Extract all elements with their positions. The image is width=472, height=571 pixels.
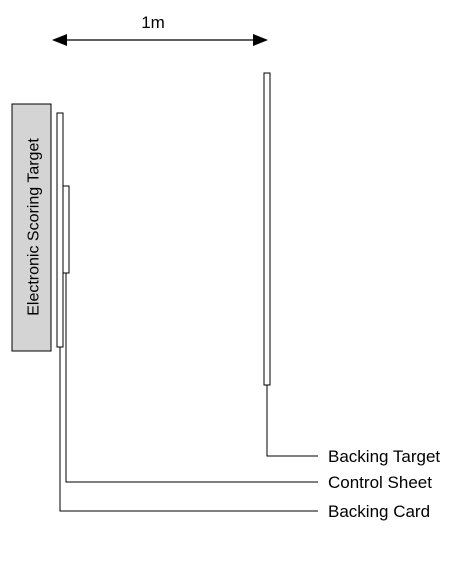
backing-target-label: Backing Target bbox=[328, 447, 440, 466]
control-sheet-label: Control Sheet bbox=[328, 473, 432, 492]
backing-card-panel bbox=[56, 112, 64, 348]
distance-label: 1m bbox=[141, 13, 165, 32]
backing-target-panel bbox=[263, 72, 271, 386]
backing-card-leader-line bbox=[59, 347, 318, 512]
electronic-scoring-target-label: Electronic Scoring Target bbox=[26, 138, 43, 316]
control-sheet-panel bbox=[62, 185, 70, 274]
electronic-scoring-target bbox=[11, 103, 52, 352]
distance-arrow-right-head bbox=[253, 34, 268, 46]
distance-arrow-left-head bbox=[52, 34, 67, 46]
control-sheet-leader-line bbox=[65, 273, 318, 483]
distance-arrow bbox=[52, 34, 268, 46]
backing-card-label: Backing Card bbox=[328, 502, 430, 521]
backing-target-leader-line bbox=[266, 385, 318, 457]
